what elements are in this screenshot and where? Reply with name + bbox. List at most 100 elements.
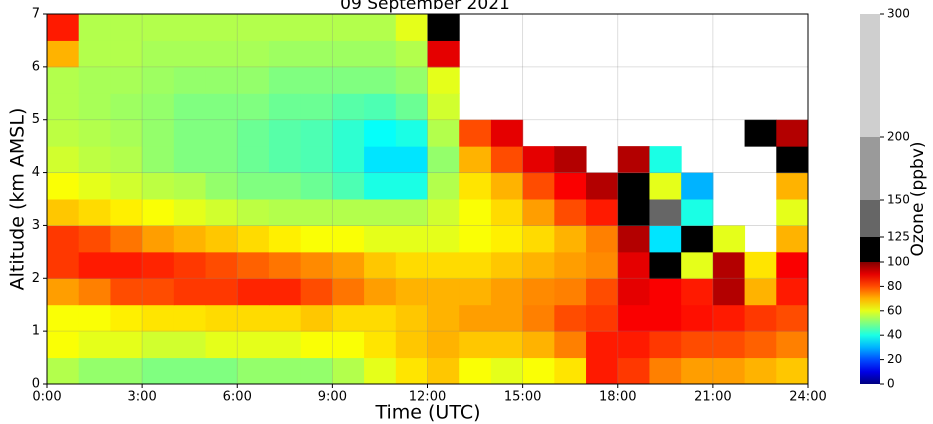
heatmap-cell — [554, 225, 587, 253]
heatmap-cell — [78, 14, 111, 41]
heatmap-cell — [649, 251, 682, 279]
heatmap-cell — [490, 225, 524, 253]
heatmap-cell — [586, 172, 619, 200]
x-tick-label: 3:00 — [128, 390, 157, 405]
heatmap-cell — [205, 66, 238, 94]
heatmap-cell — [332, 278, 365, 306]
heatmap-cell — [364, 14, 397, 41]
heatmap-cell — [332, 66, 365, 94]
heatmap-cell — [110, 251, 143, 279]
heatmap-cell — [78, 278, 111, 306]
heatmap-cell — [47, 278, 80, 306]
heatmap-cell — [268, 225, 302, 253]
heatmap-cell — [300, 199, 333, 226]
y-tick-label: 1 — [32, 324, 40, 339]
colorbar-tick-label: 80 — [887, 279, 902, 293]
heatmap-cell — [681, 225, 714, 253]
heatmap-cell — [332, 331, 365, 359]
heatmap-cell — [300, 172, 333, 200]
heatmap-cell — [490, 251, 524, 279]
heatmap-cell — [47, 172, 80, 200]
heatmap-cell — [332, 304, 365, 332]
heatmap-cell — [173, 225, 207, 253]
heatmap-cell — [173, 66, 207, 94]
heatmap-cell — [459, 251, 492, 279]
heatmap-cell — [554, 199, 587, 226]
heatmap-cell — [364, 40, 397, 68]
heatmap-cell — [395, 172, 428, 200]
colorbar-bin — [860, 237, 880, 262]
heatmap-cell — [364, 304, 397, 332]
heatmap-cell — [395, 278, 428, 306]
heatmap-cell — [173, 357, 207, 385]
heatmap-cell — [47, 199, 80, 226]
heatmap-cell — [681, 357, 714, 385]
heatmap-cell — [427, 304, 460, 332]
x-tick-label: 21:00 — [694, 390, 731, 405]
heatmap-cell — [47, 14, 80, 41]
heatmap-cell — [776, 199, 809, 226]
heatmap-cell — [712, 331, 746, 359]
heatmap-cell — [237, 14, 270, 41]
heatmap-cell — [110, 66, 143, 94]
heatmap-cell — [300, 304, 333, 332]
y-tick-label: 2 — [32, 271, 40, 286]
heatmap-cell — [205, 357, 238, 385]
y-tick-label: 7 — [32, 7, 40, 22]
colorbar-bin — [860, 14, 880, 137]
heatmap-cell — [268, 304, 302, 332]
heatmap-cell — [427, 66, 460, 94]
heatmap-cell — [47, 146, 80, 174]
heatmap-cell — [681, 251, 714, 279]
heatmap-cell — [110, 146, 143, 174]
heatmap-cell — [459, 199, 492, 226]
heatmap-cell — [142, 119, 175, 147]
heatmap-cell — [459, 278, 492, 306]
heatmap-cell — [776, 331, 809, 359]
heatmap-cell — [332, 93, 365, 121]
heatmap-cell — [522, 304, 555, 332]
heatmap-cell — [300, 66, 333, 94]
heatmap-cell — [237, 119, 270, 147]
heatmap-cell — [427, 40, 460, 68]
heatmap-cell — [617, 331, 650, 359]
y-axis-label: Altitude (km AMSL) — [7, 108, 29, 291]
heatmap-cell — [395, 331, 428, 359]
heatmap-cell — [649, 278, 682, 306]
x-tick-label: 12:00 — [409, 390, 446, 405]
heatmap-cell — [268, 66, 302, 94]
heatmap-cell — [300, 93, 333, 121]
heatmap-cell — [490, 331, 524, 359]
heatmap-cell — [427, 93, 460, 121]
heatmap-cell — [47, 304, 80, 332]
heatmap-cell — [110, 304, 143, 332]
heatmap-cell — [649, 172, 682, 200]
heatmap-cell — [490, 199, 524, 226]
heatmap-cell — [776, 119, 809, 147]
heatmap-cell — [268, 172, 302, 200]
heatmap-cell — [205, 40, 238, 68]
heatmap-cell — [522, 199, 555, 226]
heatmap-cell — [459, 172, 492, 200]
heatmap-cell — [332, 146, 365, 174]
heatmap-cell — [395, 199, 428, 226]
heatmap-cell — [586, 251, 619, 279]
heatmap-cell — [427, 251, 460, 279]
heatmap-cell — [395, 146, 428, 174]
heatmap-cell — [649, 357, 682, 385]
heatmap-cell — [554, 304, 587, 332]
heatmap-cell — [110, 357, 143, 385]
heatmap-cell — [205, 278, 238, 306]
heatmap-cell — [522, 172, 555, 200]
heatmap-cell — [459, 225, 492, 253]
x-tick-label: 6:00 — [223, 390, 252, 405]
heatmap-cell — [300, 40, 333, 68]
heatmap-cell — [712, 278, 746, 306]
heatmap-cell — [427, 14, 460, 41]
heatmap-cell — [173, 278, 207, 306]
heatmap-cell — [47, 40, 80, 68]
heatmap-cell — [332, 225, 365, 253]
heatmap-cell — [205, 172, 238, 200]
heatmap-cell — [776, 251, 809, 279]
